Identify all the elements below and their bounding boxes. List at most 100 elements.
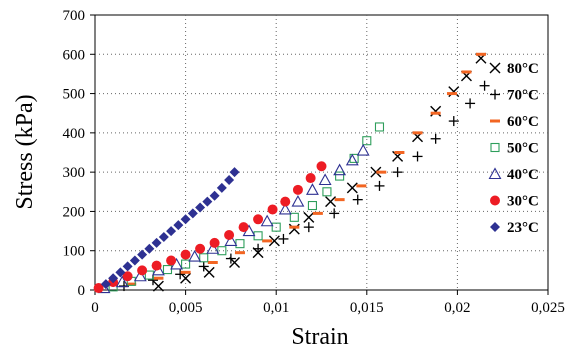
data-point <box>188 249 202 262</box>
data-point <box>224 175 235 185</box>
data-point <box>335 171 345 181</box>
legend-marker <box>490 89 500 100</box>
data-point <box>465 98 476 109</box>
data-point <box>129 255 140 266</box>
data-point <box>181 259 191 269</box>
data-point <box>151 260 162 271</box>
y-tick-label: 0 <box>78 283 86 299</box>
data-point <box>262 239 273 243</box>
data-point <box>229 167 240 178</box>
data-point <box>122 271 133 282</box>
legend-label: 40°C <box>507 167 539 183</box>
series-2 <box>126 52 486 286</box>
data-point <box>329 208 340 219</box>
data-point <box>224 230 235 240</box>
data-point <box>291 194 305 207</box>
data-point <box>370 166 382 178</box>
data-point <box>345 153 359 166</box>
marker-stroke <box>180 272 192 284</box>
data-point <box>292 184 303 195</box>
legend-label: 60°C <box>507 114 539 130</box>
legend-label: 50°C <box>507 141 539 157</box>
data-point <box>180 214 191 225</box>
legend-marker <box>488 167 502 180</box>
marker-stroke <box>268 235 280 247</box>
data-point <box>374 122 385 132</box>
marker-stroke <box>229 257 241 268</box>
data-point <box>206 242 220 254</box>
data-point <box>412 131 423 135</box>
x-tick-label: 0,01 <box>263 300 289 316</box>
data-point <box>126 282 137 286</box>
data-point <box>271 222 281 232</box>
data-point <box>318 173 332 186</box>
data-point <box>133 269 147 282</box>
marker-stroke <box>325 196 337 208</box>
data-point <box>278 233 289 244</box>
y-tick-label: 400 <box>63 126 86 142</box>
data-point <box>199 253 209 263</box>
legend-marker <box>489 62 501 74</box>
legend: 80°C 70°C 60°C 50°C 40°C 30°C 23°C <box>488 61 539 236</box>
plot-area <box>94 14 549 291</box>
legend-label: 30°C <box>507 194 539 210</box>
data-point <box>289 212 299 222</box>
marker-stroke <box>152 280 164 292</box>
data-point <box>356 143 370 156</box>
marker-stroke <box>303 211 315 223</box>
legend-marker <box>490 142 500 153</box>
data-point <box>100 279 111 290</box>
data-point <box>209 190 220 201</box>
data-point <box>306 183 319 195</box>
data-point <box>448 116 459 127</box>
data-point <box>334 198 345 202</box>
data-point <box>195 243 206 254</box>
data-point <box>180 270 191 274</box>
legend-item: 40°C <box>488 167 539 183</box>
data-point <box>322 187 332 197</box>
data-point <box>303 211 315 223</box>
data-point <box>207 261 218 264</box>
data-point <box>166 255 177 266</box>
legend-item: 50°C <box>490 141 539 157</box>
data-point <box>238 222 249 233</box>
series-1 <box>118 80 490 292</box>
y-tick-label: 700 <box>63 8 86 24</box>
data-point <box>217 246 227 256</box>
x-tick-label: 0,02 <box>444 300 470 316</box>
y-tick-label: 100 <box>63 244 86 260</box>
data-point <box>152 280 164 292</box>
data-point <box>162 265 173 275</box>
data-point <box>166 226 177 237</box>
data-point <box>346 182 358 194</box>
x-tick-label: 0,015 <box>350 300 384 316</box>
data-point <box>352 194 363 205</box>
data-point <box>376 170 387 174</box>
data-point <box>394 151 405 154</box>
legend-item: 70°C <box>490 88 539 104</box>
data-point <box>122 261 133 272</box>
data-point <box>260 214 274 227</box>
y-tick-label: 300 <box>63 165 86 181</box>
data-point <box>153 276 164 280</box>
data-point <box>175 269 186 280</box>
data-point <box>173 220 184 231</box>
data-point <box>312 211 323 215</box>
x-tick-label: 0 <box>91 300 99 316</box>
data-point <box>137 265 148 276</box>
legend-item: 80°C <box>489 61 539 77</box>
data-point <box>180 249 191 260</box>
marker-stroke <box>489 62 501 74</box>
data-point <box>446 92 457 96</box>
legend-label: 70°C <box>507 88 539 104</box>
y-tick-label: 600 <box>63 47 86 63</box>
marker-stroke <box>203 266 215 278</box>
legend-marker <box>490 222 500 232</box>
data-point <box>475 52 486 56</box>
y-tick-label: 500 <box>63 87 86 103</box>
data-point <box>267 204 278 215</box>
data-point <box>280 196 291 207</box>
data-point <box>203 266 215 278</box>
y-axis-title: Stress (kPa) <box>12 94 38 209</box>
